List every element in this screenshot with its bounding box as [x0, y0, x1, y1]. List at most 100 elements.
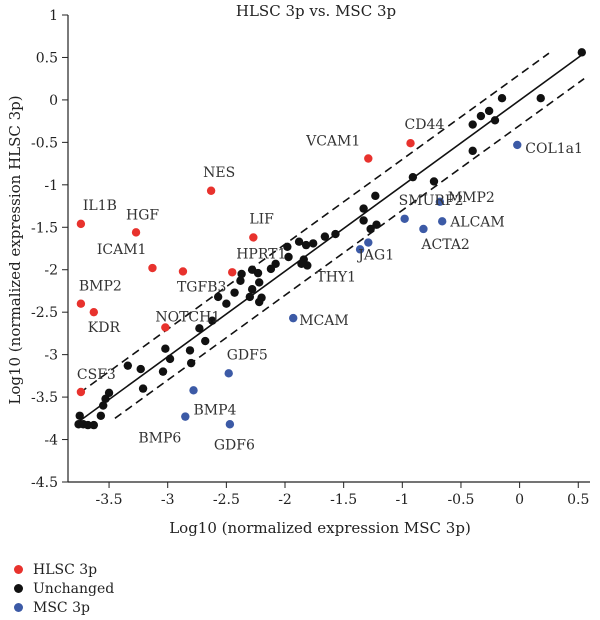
x-tick-label: -3	[161, 492, 175, 508]
legend-item-msc: MSC 3p	[14, 598, 114, 617]
y-tick-label: 1	[49, 8, 58, 24]
point-unchanged	[75, 411, 84, 420]
y-tick-label: -4.5	[31, 475, 58, 491]
label-hprt1: HPRT1	[236, 246, 286, 262]
y-tick-label: -3.5	[31, 390, 58, 406]
point-unchanged	[476, 111, 486, 121]
threshold-line	[79, 52, 550, 394]
point-kdr	[89, 307, 99, 317]
point-unchanged	[165, 354, 175, 364]
point-bmp6	[181, 412, 190, 421]
label-cd44: CD44	[405, 117, 445, 133]
point-cd44	[406, 139, 415, 148]
point-col1a1	[513, 140, 522, 150]
label-bmp6: BMP6	[138, 431, 181, 447]
label-gdf6: GDF6	[214, 437, 255, 453]
point-unchanged	[283, 242, 292, 252]
x-tick-label: -1	[395, 492, 409, 508]
point-unchanged	[185, 346, 195, 355]
point-unchanged	[158, 367, 168, 376]
point-unchanged	[577, 48, 586, 57]
point-unchanged	[366, 224, 375, 234]
point-bmp4	[189, 386, 198, 395]
legend-label-unchanged: Unchanged	[33, 580, 115, 597]
point-unchanged	[297, 259, 306, 268]
point-unchanged	[359, 216, 368, 225]
point-vcam1	[364, 154, 373, 163]
legend-label-msc: MSC 3p	[33, 599, 90, 616]
point-unchanged	[208, 316, 217, 325]
label-kdr: KDR	[88, 320, 121, 336]
point-unchanged	[230, 288, 239, 297]
point-unchanged	[136, 364, 145, 374]
legend-marker-hlsc	[14, 565, 23, 574]
point-unchanged	[320, 232, 330, 241]
point-unchanged	[308, 239, 318, 248]
label-smurf2: SMURF2	[399, 193, 464, 209]
point-unchanged	[245, 292, 255, 302]
point-unchanged	[161, 344, 170, 353]
point-unchanged	[294, 237, 304, 246]
point-unchanged	[186, 358, 196, 368]
legend: HLSC 3p Unchanged MSC 3p	[14, 560, 114, 617]
y-tick-label: -1.5	[31, 220, 58, 236]
point-unchanged	[497, 94, 507, 103]
point-mcam	[289, 313, 298, 323]
label-alcam: ALCAM	[449, 214, 505, 230]
label-lif: LIF	[249, 211, 274, 227]
point-alcam	[437, 217, 447, 226]
x-axis-title: Log10 (normalized expression MSC 3p)	[169, 519, 471, 537]
point-unchanged	[247, 285, 257, 294]
point-labels: IL1B HGF NES ICAM1 TGFB3 LIF HPRT1 BMP2 KDR NOTCH…	[77, 117, 583, 453]
identity-line	[79, 52, 585, 422]
x-tick-label: -0.5	[447, 492, 474, 508]
point-unchanged	[331, 229, 340, 239]
point-hgf	[131, 228, 141, 237]
point-unchanged	[101, 394, 110, 403]
chart-title: HLSC 3p vs. MSC 3p	[236, 2, 396, 20]
point-unchanged	[266, 264, 276, 274]
y-tick-label: -2.5	[31, 305, 58, 321]
point-unchanged	[372, 220, 381, 229]
point-unchanged	[236, 276, 245, 285]
point-notch1	[161, 323, 170, 332]
y-tick-label: -1	[44, 178, 58, 194]
point-unchanged	[536, 94, 545, 103]
label-notch1: NOTCH1	[155, 309, 220, 325]
point-unchanged	[98, 401, 108, 410]
y-tick-label: -3	[44, 348, 58, 364]
point-icam1	[148, 263, 157, 273]
point-unchanged	[371, 191, 380, 201]
point-unchanged	[96, 411, 106, 420]
y-tick-label: -0.5	[31, 135, 58, 151]
reference-lines	[79, 52, 585, 422]
y-tick-label: -2	[44, 263, 58, 279]
point-unchanged	[89, 420, 99, 430]
point-unchanged	[123, 361, 133, 370]
point-bmp2	[76, 299, 86, 308]
point-tgfb3	[178, 267, 188, 276]
legend-label-hlsc: HLSC 3p	[33, 561, 98, 578]
legend-marker-unchanged	[14, 584, 23, 593]
y-tick-label: -4	[44, 433, 58, 449]
data-points	[74, 48, 586, 430]
point-acta2	[419, 224, 428, 234]
x-tick-label: -3.5	[96, 492, 123, 508]
point-gdf6	[225, 420, 235, 429]
point-unchanged	[484, 106, 494, 116]
label-csf3: CSF3	[77, 367, 116, 383]
legend-item-unchanged: Unchanged	[14, 579, 114, 598]
threshold-line	[114, 78, 585, 419]
point-unchanged	[195, 324, 204, 333]
point-unchanged	[222, 299, 231, 308]
axes: -3.5 -3 -2.5 -2 -1.5 -1 -0.5 0 0.5 1 0.5 0 -0.5 -1 -1.…	[31, 8, 590, 508]
point-unchanged	[359, 204, 368, 213]
label-nes: NES	[203, 165, 235, 181]
label-jag1: JAG1	[356, 248, 394, 264]
point-il1b	[76, 219, 86, 229]
point-unchanged	[468, 120, 477, 129]
point-unchanged	[468, 146, 477, 156]
legend-marker-msc	[14, 603, 23, 612]
x-tick-label: -2.5	[213, 492, 240, 508]
y-tick-label: 0	[49, 93, 58, 109]
